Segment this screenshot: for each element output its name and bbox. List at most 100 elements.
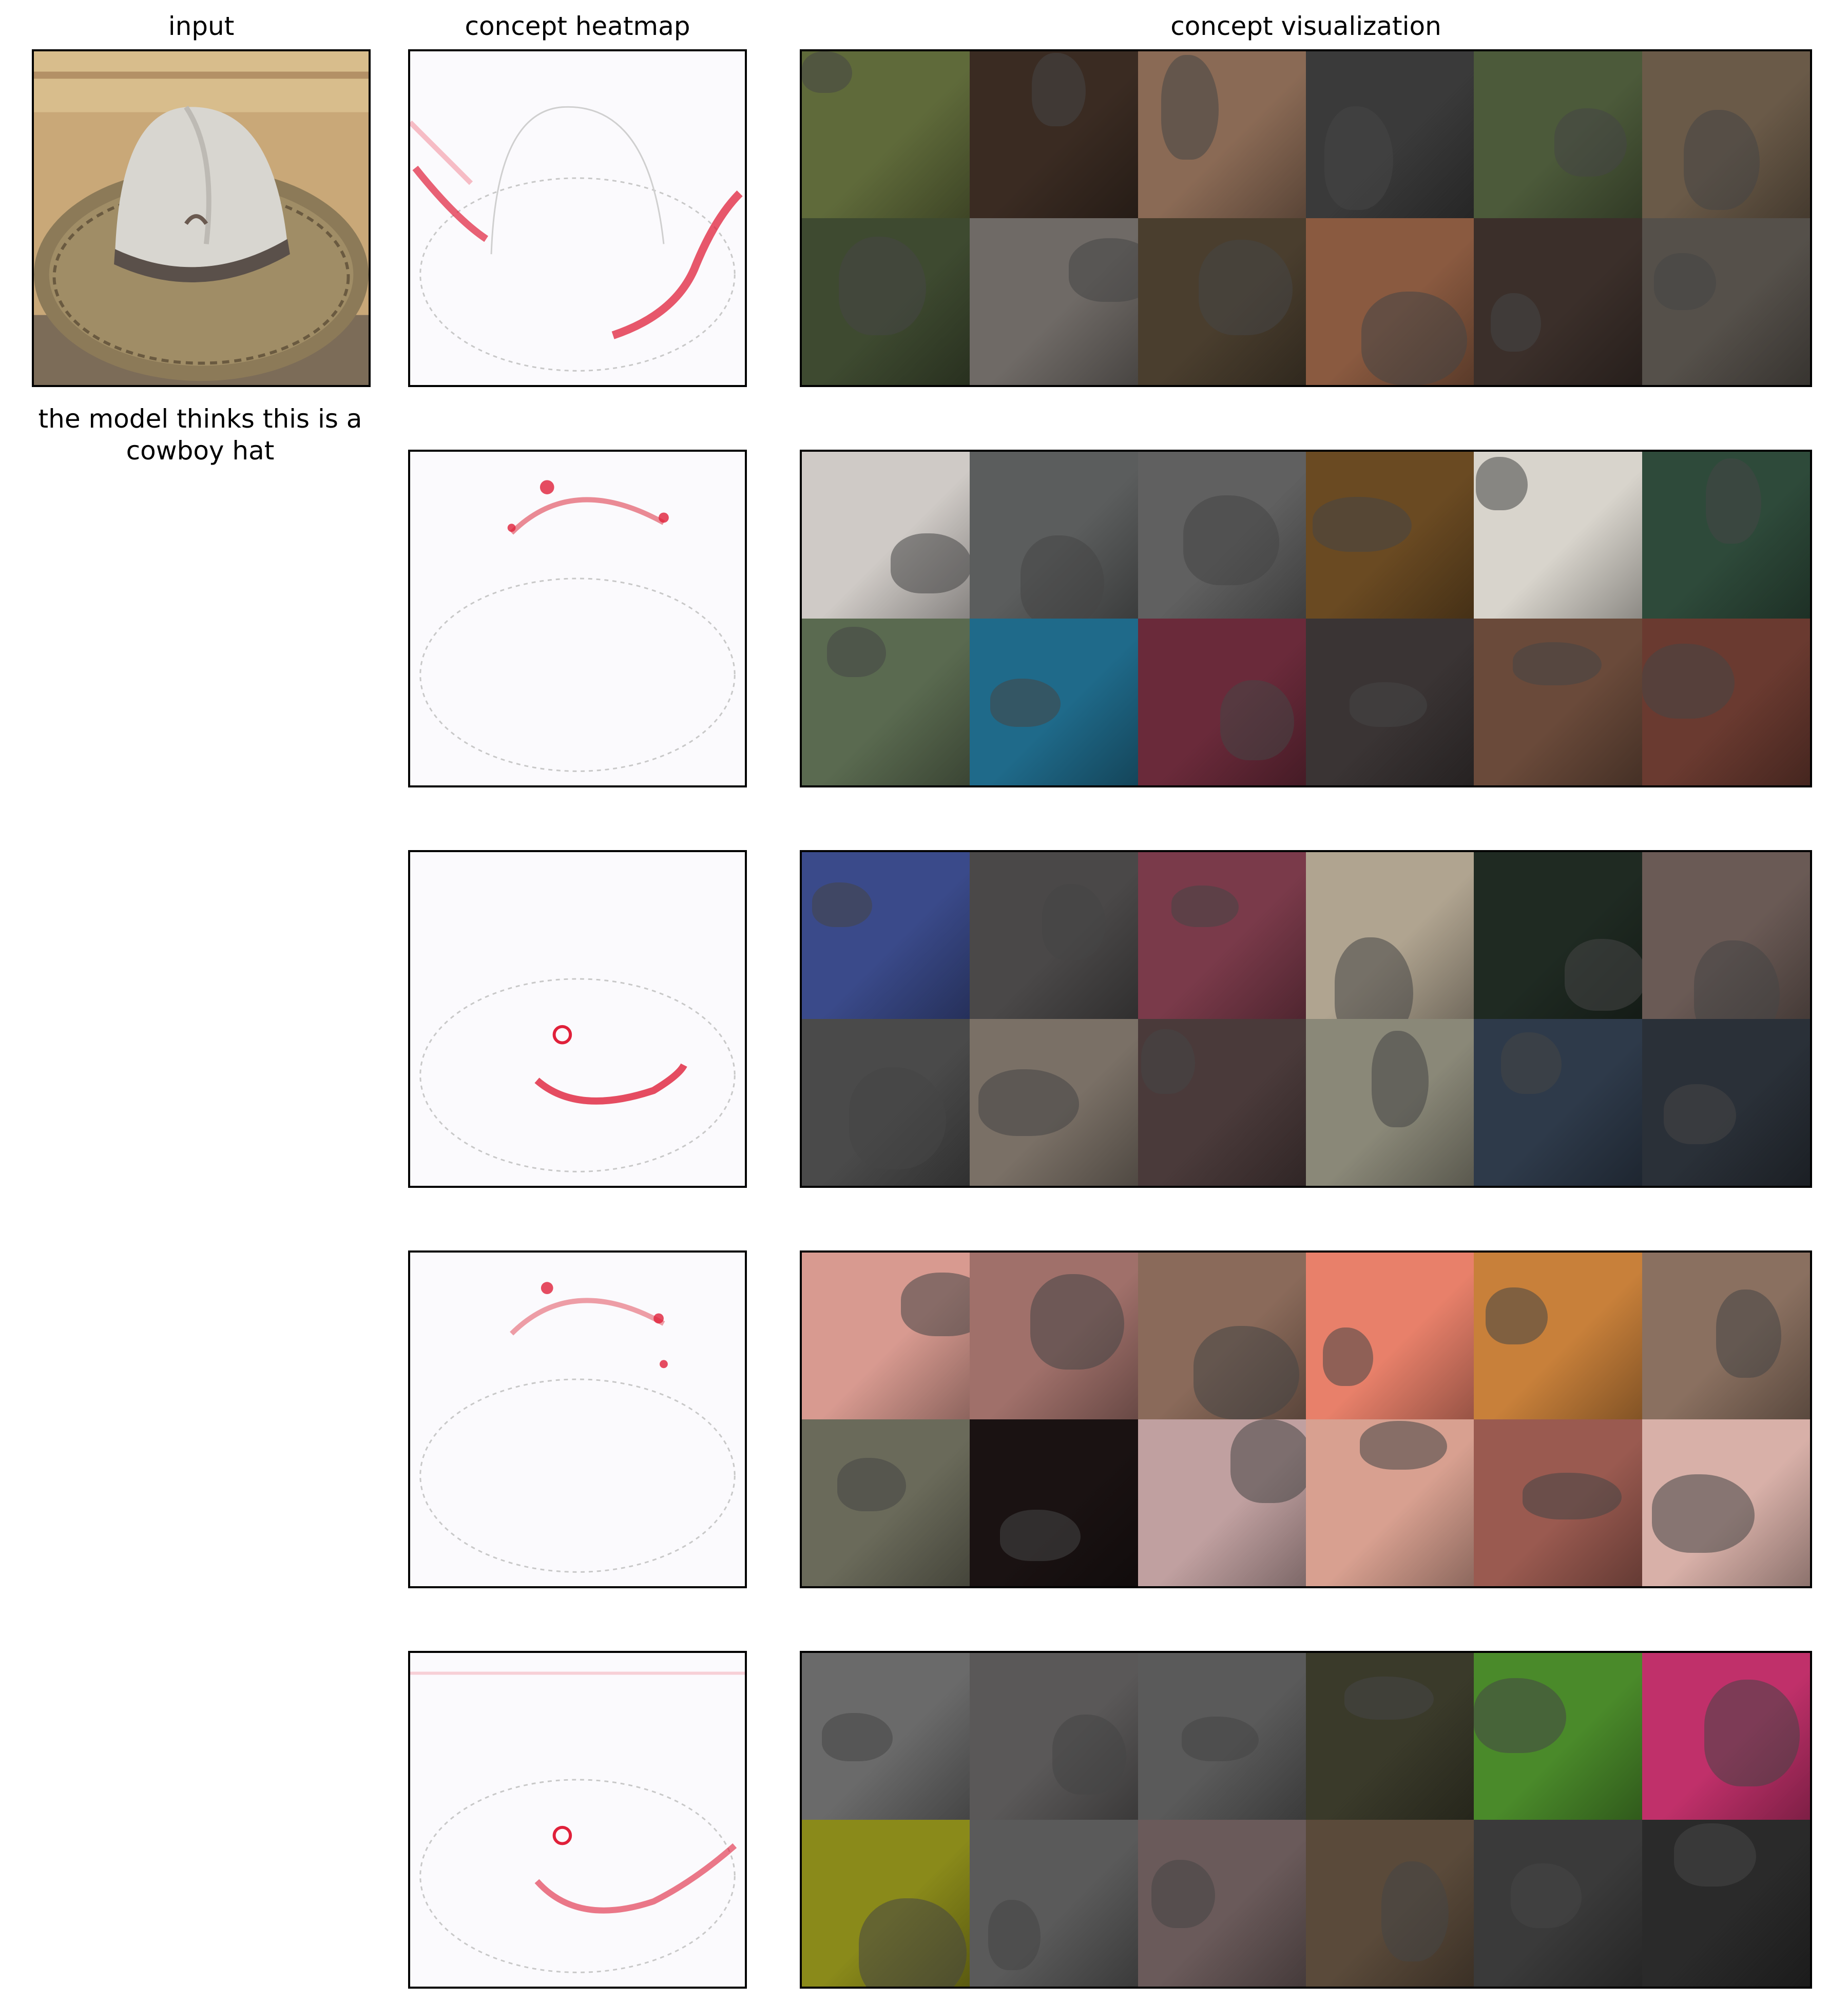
mask-overlay — [1052, 1715, 1126, 1795]
concept-example-image — [802, 452, 970, 619]
mask-overlay — [1554, 108, 1627, 177]
concept-example-image — [1474, 1253, 1642, 1419]
mask-overlay — [837, 1457, 906, 1511]
concept-example-image — [1306, 1653, 1474, 1820]
concept-example-image — [1474, 1653, 1642, 1820]
concept-example-image — [1306, 218, 1474, 385]
mask-overlay — [901, 1273, 970, 1336]
concept-example-image — [1474, 619, 1642, 785]
mask-overlay — [812, 882, 873, 928]
mask-overlay — [1512, 642, 1602, 685]
concept-example-image — [802, 218, 970, 385]
concept-example-image — [1138, 1653, 1306, 1820]
mask-overlay — [978, 1069, 1080, 1136]
concept-example-image — [1306, 51, 1474, 218]
mask-overlay — [1381, 1861, 1449, 1962]
mask-overlay — [1334, 937, 1414, 1019]
concept-example-image — [970, 218, 1138, 385]
mask-overlay — [1359, 1421, 1447, 1470]
visualization-column-title: concept visualization — [1170, 11, 1441, 41]
mask-overlay — [1565, 939, 1642, 1011]
concept-example-image — [1642, 1253, 1810, 1419]
concept-example-image — [802, 852, 970, 1019]
concept-example-image — [1642, 852, 1810, 1019]
concept-visualization-1 — [800, 49, 1812, 387]
concept-example-image — [1306, 852, 1474, 1019]
mask-overlay — [1032, 53, 1086, 127]
concept-example-image — [1642, 1820, 1810, 1987]
concept-example-image — [970, 619, 1138, 785]
concept-visualization-2 — [800, 450, 1812, 787]
concept-visualization-5 — [800, 1651, 1812, 1989]
concept-example-image — [1138, 619, 1306, 785]
concept-example-image — [970, 852, 1138, 1019]
concept-example-image — [1306, 619, 1474, 785]
concept-visualization-3 — [800, 850, 1812, 1188]
concept-example-image — [1306, 1820, 1474, 1987]
concept-example-image — [1306, 1019, 1474, 1186]
mask-overlay — [1652, 1474, 1755, 1553]
mask-overlay — [1193, 1326, 1299, 1419]
mask-overlay — [1361, 292, 1468, 385]
mask-overlay — [1030, 1274, 1125, 1370]
mask-overlay — [1350, 682, 1427, 727]
concept-example-image — [1642, 218, 1810, 385]
mask-overlay — [1491, 293, 1542, 352]
concept-example-image — [802, 51, 970, 218]
input-column-title: input — [168, 11, 235, 41]
concept-heatmap-4 — [408, 1250, 747, 1588]
concept-example-image — [802, 1419, 970, 1586]
mask-overlay — [822, 1713, 893, 1762]
mask-overlay — [1642, 643, 1735, 719]
heatmap-4-image — [410, 1253, 745, 1586]
concept-example-image — [970, 51, 1138, 218]
heatmap-5-image — [410, 1653, 745, 1987]
concept-example-image — [1474, 452, 1642, 619]
heatmap-column-title: concept heatmap — [465, 11, 690, 41]
concept-example-image — [1474, 852, 1642, 1019]
mask-overlay — [1171, 886, 1239, 928]
concept-example-image — [1474, 1419, 1642, 1586]
concept-example-image — [802, 1253, 970, 1419]
concept-example-image — [1138, 852, 1306, 1019]
concept-example-image — [1138, 51, 1306, 218]
mask-overlay — [1474, 1678, 1567, 1753]
concept-example-image — [1306, 1253, 1474, 1419]
concept-example-image — [1474, 1820, 1642, 1987]
concept-heatmap-1 — [408, 49, 747, 387]
mask-overlay — [1716, 1289, 1782, 1378]
mask-overlay — [1141, 1029, 1195, 1094]
concept-example-image — [1138, 1253, 1306, 1419]
concept-example-image — [970, 1653, 1138, 1820]
concept-example-image — [802, 1019, 970, 1186]
mask-overlay — [1220, 680, 1295, 761]
mask-overlay — [1694, 940, 1780, 1019]
mask-overlay — [1322, 1327, 1373, 1386]
mask-overlay — [839, 236, 927, 335]
mask-overlay — [1020, 535, 1105, 619]
heatmap-2-image — [410, 452, 745, 785]
mask-overlay — [1313, 496, 1412, 552]
mask-overlay — [1181, 1716, 1259, 1762]
mask-overlay — [1371, 1030, 1429, 1128]
mask-overlay — [849, 1067, 947, 1169]
mask-overlay — [1042, 883, 1106, 961]
concept-example-image — [970, 1019, 1138, 1186]
mask-overlay — [1324, 106, 1394, 210]
concept-heatmap-5 — [408, 1651, 747, 1989]
mask-overlay — [1230, 1419, 1306, 1503]
concept-example-image — [1138, 1820, 1306, 1987]
mask-overlay — [988, 1900, 1041, 1970]
concept-example-image — [970, 1253, 1138, 1419]
mask-overlay — [1151, 1860, 1216, 1929]
mask-overlay — [1500, 1032, 1562, 1094]
mask-overlay — [1653, 253, 1716, 310]
mask-overlay — [1704, 1680, 1800, 1786]
prediction-caption: the model thinks this is a cowboy hat — [38, 404, 362, 466]
concept-example-image — [970, 1419, 1138, 1586]
concept-visualization-4 — [800, 1250, 1812, 1588]
mask-overlay — [1673, 1823, 1757, 1886]
mask-overlay — [1069, 238, 1138, 302]
concept-example-image — [1138, 452, 1306, 619]
mask-overlay — [891, 533, 970, 594]
